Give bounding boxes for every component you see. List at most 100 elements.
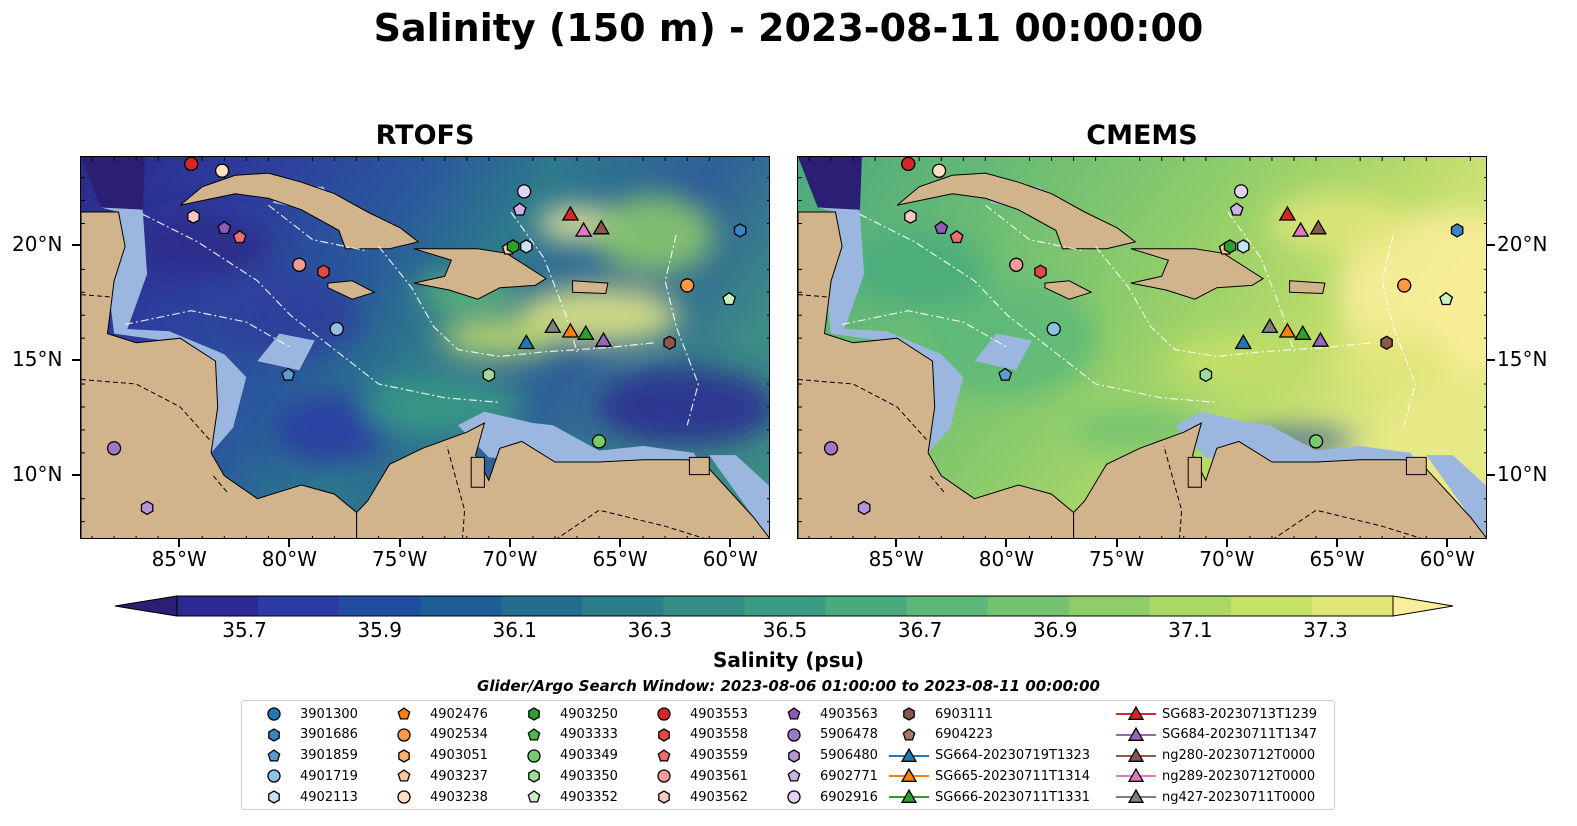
panel-title-rtofs: RTOFS (375, 120, 475, 151)
platform-marker-4903562 (904, 209, 917, 224)
legend-label: ng427-20230711T0000 (1162, 789, 1316, 805)
legend-triangle-icon (1116, 788, 1156, 804)
legend-label: 4903561 (690, 768, 748, 784)
legend-marker (397, 707, 411, 720)
y-tick-mark (72, 473, 80, 476)
legend-item: 4903558 (642, 725, 748, 745)
legend-triangle-icon (1116, 768, 1156, 783)
platform-marker-4903553 (901, 157, 916, 172)
platform-marker-3901859 (281, 367, 296, 381)
land-cuba (179, 172, 420, 250)
legend-item: 6902916 (772, 787, 878, 807)
x-tick-label: 60°W (1419, 547, 1475, 571)
platform-marker-6902771 (512, 202, 527, 216)
legend-marker (657, 769, 671, 784)
land-puerto-rico (572, 280, 609, 295)
legend-triangle-icon (1116, 705, 1156, 720)
legend-circle-icon (267, 707, 281, 721)
y-tick-label: 10°N (1497, 461, 1548, 486)
legend-marker (658, 790, 670, 804)
x-tick-label: 80°W (978, 547, 1035, 571)
platform-marker-5906478 (106, 441, 122, 456)
colorbar-segment (258, 596, 340, 616)
legend-marker (268, 728, 280, 742)
x-tick-label: 75°W (372, 547, 428, 571)
legend-marker (1127, 726, 1145, 741)
legend-marker (902, 727, 916, 741)
platform-marker-4903352 (1439, 291, 1454, 306)
platform-marker-3901859 (998, 367, 1013, 381)
platform-marker-6902771 (1229, 202, 1244, 216)
platform-marker-4903563 (934, 220, 949, 235)
land-maracaibo (1187, 456, 1202, 488)
legend-circle-icon (787, 790, 801, 804)
legend-item: SG684-20230711T1347 (1114, 725, 1317, 745)
legend-item: 3901686 (252, 725, 358, 745)
panel-title-cmems: CMEMS (1086, 120, 1198, 151)
land-puerto-rico (1289, 280, 1326, 295)
legend-hexagon-icon (268, 790, 280, 804)
legend-marker (657, 748, 671, 762)
legend-label: 5906480 (820, 748, 878, 764)
legend-item: 4903349 (512, 746, 618, 766)
colorbar-tick-label: 36.5 (762, 618, 808, 642)
platform-marker-4903563 (217, 220, 232, 235)
legend-marker (527, 727, 541, 741)
platform-marker-4903561 (1009, 257, 1024, 272)
legend-circle-icon (397, 728, 411, 742)
legend-marker (787, 728, 801, 742)
colorbar-extend-low (115, 595, 178, 617)
platform-marker-ng427-20230711t0000 (1261, 317, 1279, 334)
legend-item: 4903559 (642, 746, 748, 766)
colorbar-tick-label: 37.1 (1168, 618, 1213, 642)
colorbar-label: Salinity (psu) (712, 648, 864, 672)
legend-item: 4903333 (512, 725, 618, 745)
legend-marker (787, 769, 801, 782)
legend-label: 3901300 (300, 706, 358, 722)
legend-label: ng280-20230712T0000 (1162, 748, 1316, 764)
legend-triangle-icon (889, 768, 929, 783)
y-tick-label: 15°N (1497, 347, 1548, 372)
legend-label: 4903553 (690, 706, 748, 722)
x-tick-mark (1446, 539, 1449, 547)
legend-item: 4903561 (642, 766, 748, 786)
legend-label: SG666-20230711T1331 (935, 789, 1091, 805)
legend-item: 5906478 (772, 725, 878, 745)
legend-circle-icon (397, 790, 411, 804)
legend-label: 4903352 (560, 789, 618, 805)
x-tick-mark (288, 539, 291, 547)
legend-label: 4902113 (300, 789, 358, 805)
legend-marker (267, 769, 281, 784)
legend-item: 4903553 (642, 704, 748, 724)
legend-label: 3901859 (300, 748, 358, 764)
legend-marker (788, 748, 800, 763)
platform-marker-4903349 (1308, 434, 1324, 449)
land-jamaica (1044, 280, 1093, 300)
legend-item: 4902534 (382, 725, 488, 745)
legend-item: 4903238 (382, 787, 488, 807)
x-tick-label: 70°W (1199, 547, 1255, 571)
legend-pentagon-icon (397, 707, 411, 720)
colorbar-tick-label: 36.7 (897, 618, 943, 642)
legend-marker (397, 728, 411, 742)
colorbar-tick-label: 35.9 (357, 618, 402, 642)
legend-pentagon-icon (267, 748, 281, 762)
platform-marker-4903349 (591, 434, 607, 449)
platform-marker-4902534 (1397, 278, 1412, 293)
legend-hexagon-icon (268, 728, 280, 742)
legend-pentagon-icon (527, 727, 541, 741)
legend-triangle-icon (889, 747, 929, 762)
legend-item: 4902476 (382, 704, 488, 724)
x-tick-mark (1115, 539, 1118, 547)
legend: 3901300 3901686 3901859 4901719 4902113 49024… (241, 700, 1335, 810)
x-tick-mark (895, 539, 898, 547)
land-jamaica (327, 280, 376, 300)
colorbar-segment (501, 596, 583, 616)
x-tick-label: 60°W (702, 547, 758, 571)
x-tick-label: 65°W (1309, 547, 1365, 571)
platform-marker-4903350 (482, 367, 496, 383)
platform-marker-4903352 (722, 291, 737, 306)
legend-hexagon-icon (528, 707, 540, 721)
legend-marker (528, 769, 540, 784)
legend-circle-icon (267, 769, 281, 784)
